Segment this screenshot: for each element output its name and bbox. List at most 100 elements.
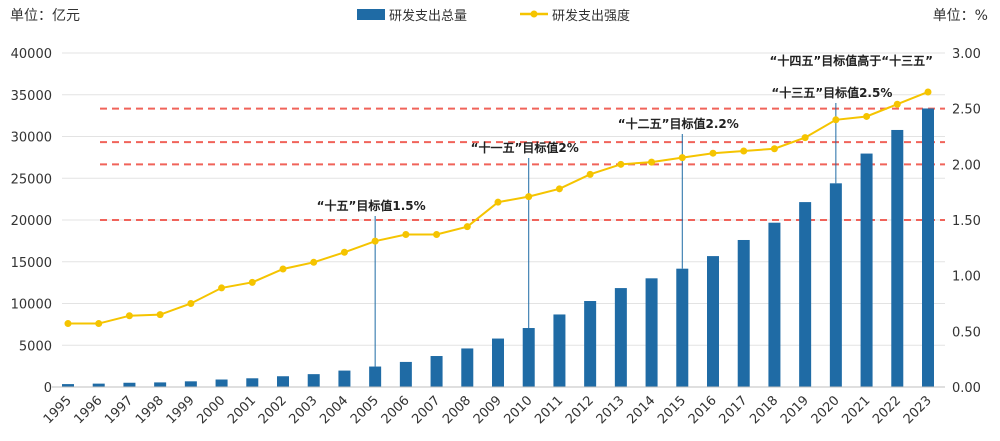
intensity-point xyxy=(279,265,287,273)
bar xyxy=(553,314,566,387)
x-axis-tick: 2006 xyxy=(379,393,413,427)
left-axis-tick: 25000 xyxy=(11,172,52,187)
left-axis-tick: 40000 xyxy=(11,47,52,62)
left-axis-tick: 35000 xyxy=(11,89,52,104)
intensity-line xyxy=(68,91,929,325)
bar xyxy=(676,268,689,387)
intensity-point xyxy=(555,185,563,193)
legend-line-marker xyxy=(530,10,538,18)
x-axis-tick: 2003 xyxy=(287,393,321,427)
bar xyxy=(369,366,382,387)
left-unit-label: 单位：亿元 xyxy=(10,8,80,24)
x-axis-tick: 2016 xyxy=(686,393,720,427)
bar xyxy=(62,384,74,387)
intensity-point xyxy=(770,145,778,153)
annotation-label: “十二五”目标值2.2% xyxy=(618,116,739,131)
bar xyxy=(123,382,136,387)
x-axis-tick: 2014 xyxy=(624,393,658,427)
bar xyxy=(614,288,627,387)
intensity-point xyxy=(586,170,594,178)
intensity-point xyxy=(801,134,809,142)
intensity-point xyxy=(525,193,533,201)
x-axis-tick: 2015 xyxy=(655,393,689,427)
left-axis-tick: 30000 xyxy=(11,131,52,146)
annotation-label: “十一五”目标值2% xyxy=(471,140,579,155)
right-axis-tick: 1.50 xyxy=(952,214,981,229)
bar xyxy=(399,361,412,387)
right-axis-tick: 1.00 xyxy=(952,270,981,285)
left-axis-tick: 15000 xyxy=(11,256,52,271)
left-axis-tick: 20000 xyxy=(11,214,52,229)
intensity-point xyxy=(125,312,133,320)
intensity-point xyxy=(433,230,441,238)
bar xyxy=(829,183,842,387)
bar xyxy=(246,378,259,387)
intensity-point xyxy=(64,320,72,328)
intensity-point xyxy=(924,88,932,96)
intensity-point xyxy=(187,300,195,307)
x-axis-tick: 2001 xyxy=(225,393,259,427)
intensity-point xyxy=(371,237,379,245)
bar xyxy=(184,381,197,387)
bar xyxy=(307,374,320,387)
intensity-point xyxy=(832,116,840,124)
annotation-label: “十四五”目标值高于“十三五” xyxy=(769,53,933,68)
bar xyxy=(92,383,105,387)
x-axis-tick: 2022 xyxy=(870,393,904,427)
x-axis-tick: 2019 xyxy=(778,393,812,427)
bar xyxy=(707,256,719,387)
x-axis-tick: 2012 xyxy=(563,393,597,427)
bar xyxy=(768,222,781,387)
x-axis-tick: 2017 xyxy=(717,393,751,427)
bar xyxy=(799,202,812,387)
x-axis-tick: 2004 xyxy=(317,393,351,427)
x-axis-tick: 2009 xyxy=(471,393,505,427)
intensity-point xyxy=(463,223,471,231)
intensity-point xyxy=(310,258,318,266)
bar xyxy=(891,129,904,387)
bar xyxy=(277,376,289,387)
legend: 研发支出总量 研发支出强度 xyxy=(357,8,630,24)
intensity-point xyxy=(248,278,256,286)
x-axis-tick: 2010 xyxy=(502,393,536,427)
intensity-point xyxy=(648,158,656,166)
x-axis-tick: 2020 xyxy=(809,393,843,427)
annotation-label: “十五”目标值1.5% xyxy=(317,198,426,213)
intensity-point xyxy=(893,100,901,108)
right-axis-tick: 3.00 xyxy=(952,47,981,62)
bar xyxy=(338,370,351,387)
x-axis-tick: 2000 xyxy=(194,393,228,427)
x-axis-tick: 2007 xyxy=(409,393,443,427)
bar xyxy=(461,348,474,387)
right-axis-tick: 0.00 xyxy=(952,381,981,396)
x-axis-tick: 1999 xyxy=(164,393,198,427)
left-axis-tick: 5000 xyxy=(19,339,52,354)
bar xyxy=(737,239,750,387)
left-axis-tick: 0 xyxy=(44,381,52,396)
bar xyxy=(860,153,873,387)
x-axis-tick: 2008 xyxy=(440,393,474,427)
right-unit-label: 单位：% xyxy=(933,8,988,24)
intensity-point xyxy=(218,284,226,292)
intensity-point xyxy=(95,320,103,328)
legend-line-label: 研发支出强度 xyxy=(552,8,630,24)
bar xyxy=(522,328,535,387)
x-axis-tick: 2002 xyxy=(256,393,290,427)
intensity-point xyxy=(863,112,871,120)
x-axis-tick: 2018 xyxy=(747,393,781,427)
intensity-point xyxy=(156,311,164,319)
intensity-point xyxy=(740,147,748,155)
x-axis-tick: 2013 xyxy=(594,393,628,427)
bar xyxy=(922,108,934,387)
legend-bar-swatch xyxy=(357,9,385,20)
intensity-point xyxy=(340,248,348,256)
x-axis-tick: 1996 xyxy=(72,393,106,427)
x-axis-tick: 2011 xyxy=(532,393,566,427)
x-axis-tick: 2021 xyxy=(839,393,873,427)
bar xyxy=(492,338,504,387)
right-axis-tick: 0.50 xyxy=(952,325,981,340)
bar xyxy=(215,379,228,387)
annotation-label: “十三五”目标值2.5% xyxy=(771,85,892,100)
